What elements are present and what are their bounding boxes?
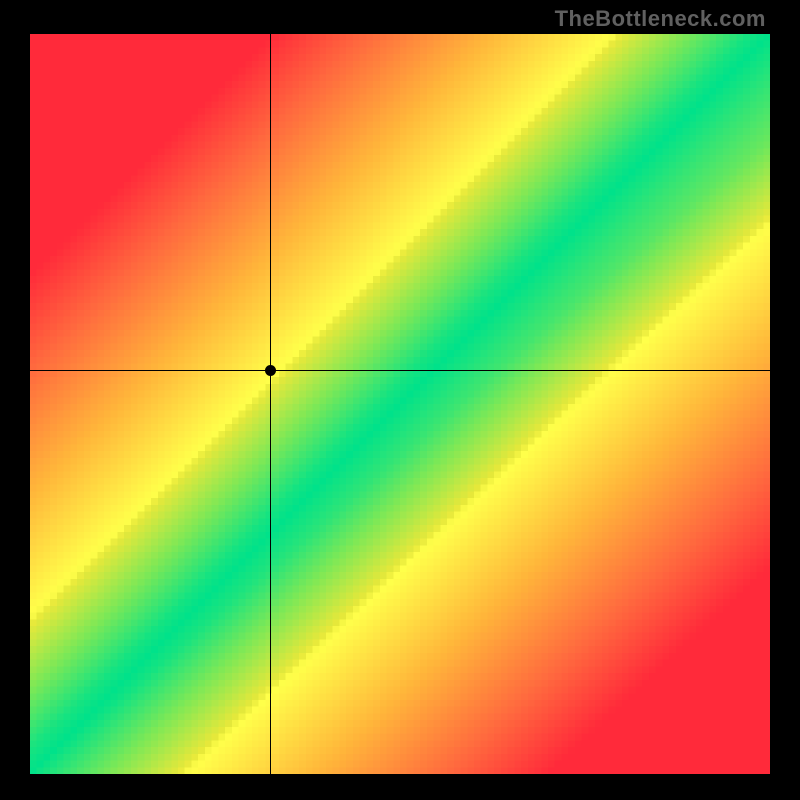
bottleneck-heatmap xyxy=(30,34,770,774)
crosshair-horizontal xyxy=(30,370,770,371)
watermark-text: TheBottleneck.com xyxy=(555,6,766,32)
crosshair-vertical xyxy=(270,34,271,774)
